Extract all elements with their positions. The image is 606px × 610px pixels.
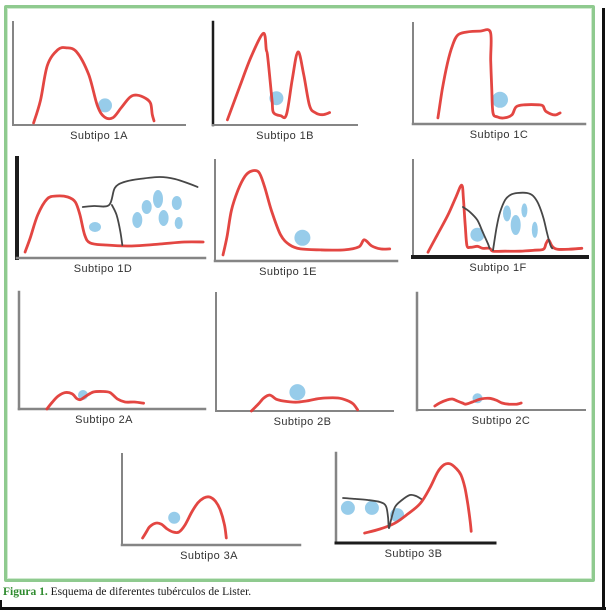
blue-marker-dot	[171, 196, 182, 210]
tubercle-outline-red-curve	[436, 28, 562, 120]
blue-marker-dot	[340, 500, 355, 515]
blue-marker-dot	[141, 200, 152, 214]
plot-subtipo-1f	[411, 159, 589, 259]
panel-label: Subtipo 2A	[75, 414, 133, 426]
panel-subtipo-1a: Subtipo 1A	[5, 14, 193, 142]
panel-label: Subtipo 1D	[73, 263, 133, 275]
blue-marker-dot	[89, 222, 101, 232]
tubercle-outline-red-curve	[221, 169, 392, 257]
panel-label: Subtipo 1C	[469, 129, 529, 141]
tubercle-outline-red-curve	[45, 390, 145, 411]
figure-caption-text: Esquema de diferentes tubérculos de List…	[47, 586, 252, 598]
plot-subtipo-1b	[211, 20, 358, 127]
plot-subtipo-2a	[17, 290, 207, 411]
plot-subtipo-1e	[213, 159, 399, 263]
blue-marker-dot	[153, 190, 163, 208]
panel-label: Subtipo 1F	[469, 262, 527, 274]
panel-label: Subtipo 1A	[70, 130, 128, 142]
blue-marker-dot	[294, 229, 311, 246]
tubercle-outline-red-curve	[32, 46, 156, 125]
blue-marker-dot	[364, 500, 379, 515]
plot-subtipo-2b	[215, 292, 394, 413]
blue-marker-dot	[503, 205, 511, 222]
panel-subtipo-1d: Subtipo 1D	[9, 150, 213, 275]
blue-marker-dot	[510, 215, 521, 235]
figure-caption-label: Figura 1.	[3, 586, 48, 598]
blue-marker-dot	[98, 98, 112, 113]
tubercle-outline-red-curve	[250, 393, 359, 413]
plot-subtipo-1a	[12, 21, 186, 126]
blue-marker-dot	[521, 203, 528, 218]
panel-label: Subtipo 2C	[471, 415, 531, 427]
plot-subtipo-2c	[415, 291, 586, 412]
blue-marker-dot	[470, 227, 485, 242]
panel-label: Subtipo 1E	[259, 266, 317, 278]
panel-subtipo-1f: Subtipo 1F	[405, 152, 595, 274]
figure-green-border	[4, 5, 595, 582]
page-edge-right	[602, 8, 605, 610]
blue-marker-dot	[158, 210, 169, 226]
callus-outline-gray-branch-curve	[111, 204, 124, 246]
plot-subtipo-1c	[411, 22, 587, 126]
plot-subtipo-3a	[120, 453, 302, 547]
plot-subtipo-1d	[15, 156, 207, 260]
panel-subtipo-1e: Subtipo 1E	[207, 152, 405, 278]
panel-subtipo-3a: Subtipo 3A	[114, 446, 308, 562]
blue-marker-dot	[168, 511, 181, 524]
panel-subtipo-2b: Subtipo 2B	[208, 285, 401, 428]
callus-outline-gray-dome-curve	[492, 191, 554, 252]
callus-outline-gray-curve	[342, 493, 422, 529]
tubercle-outline-red-curve	[23, 194, 205, 254]
tubercle-outline-red-curve	[433, 396, 523, 408]
blue-marker-dot	[132, 212, 143, 228]
tubercle-outline-red-curve	[363, 462, 473, 535]
panel-label: Subtipo 2B	[273, 416, 332, 428]
plot-subtipo-3b	[334, 451, 497, 545]
panel-label: Subtipo 1B	[256, 130, 314, 142]
blue-marker-dot	[492, 91, 508, 108]
callus-outline-gray-small-curve	[462, 206, 491, 250]
blue-marker-dot	[289, 384, 306, 401]
panel-subtipo-1c: Subtipo 1C	[405, 15, 593, 141]
blue-marker-dot	[174, 217, 183, 229]
blue-marker-dot	[531, 221, 538, 238]
callus-outline-gray-curve	[81, 176, 199, 208]
tubercle-outline-red-curve	[226, 31, 331, 122]
figure-caption: Figura 1. Esquema de diferentes tubércul…	[3, 586, 251, 598]
panel-subtipo-1b: Subtipo 1B	[205, 14, 365, 142]
panel-label: Subtipo 3B	[384, 548, 443, 560]
page-edge-bottom	[0, 607, 606, 610]
panel-label: Subtipo 3A	[180, 550, 238, 562]
panel-subtipo-3b: Subtipo 3B	[328, 445, 503, 560]
panel-subtipo-2a: Subtipo 2A	[11, 284, 213, 426]
tubercle-outline-red-curve	[141, 495, 228, 540]
panel-subtipo-2c: Subtipo 2C	[409, 285, 593, 427]
page-edge-left-tick	[0, 600, 2, 610]
